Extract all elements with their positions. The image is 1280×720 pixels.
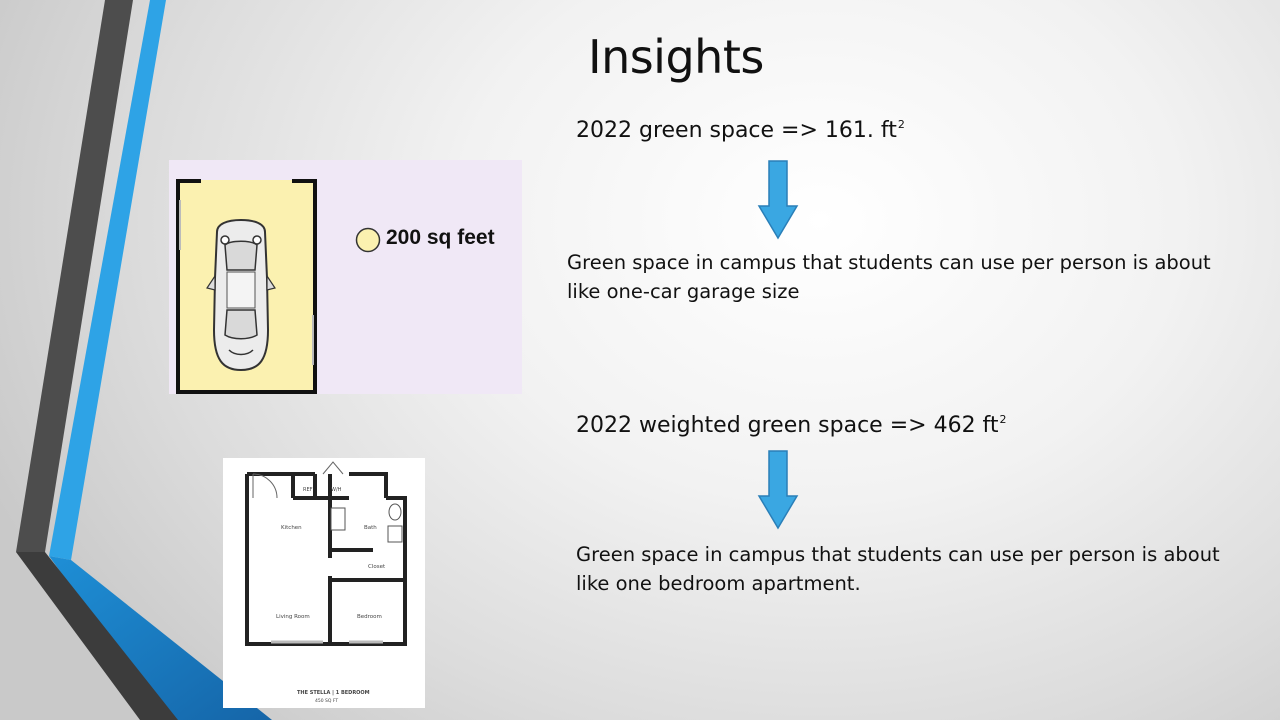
garage-drawing	[176, 179, 381, 394]
apartment-comparison-text: Green space in campus that students can …	[576, 543, 1220, 595]
garage-image	[169, 160, 522, 394]
decorative-stripes	[16, 0, 272, 720]
down-arrow-icon	[757, 450, 799, 530]
garage-comparison-text: Green space in campus that students can …	[567, 251, 1211, 303]
dark-stripe-top	[16, 0, 133, 552]
car-icon	[206, 218, 276, 372]
weighted-green-space-stat-superscript: 2	[999, 413, 1007, 426]
floorplan-label-living: Living Room	[276, 614, 310, 620]
slide-title: Insights	[588, 30, 764, 84]
floorplan-label-bedroom: Bedroom	[357, 614, 382, 620]
legend-swatch	[355, 227, 381, 253]
blue-stripe-top	[49, 0, 166, 560]
floorplan-label-kitchen: Kitchen	[281, 525, 302, 531]
floorplan-image: REF W/H Kitchen Bath Closet Living Room …	[223, 458, 425, 708]
garage-size-label: 200 sq feet	[386, 226, 495, 249]
garage-walls	[176, 179, 317, 394]
green-space-stat: 2022 green space => 161. ft2	[576, 118, 905, 143]
floorplan-area: 450 SQ FT	[315, 698, 338, 704]
weighted-green-space-stat: 2022 weighted green space => 462 ft2	[576, 413, 1007, 438]
floorplan-caption: THE STELLA | 1 BEDROOM	[297, 690, 370, 696]
floorplan-label-ref: REF	[303, 487, 313, 493]
floorplan-label-closet: Closet	[368, 564, 386, 570]
down-arrow-icon	[757, 160, 799, 240]
green-space-stat-superscript: 2	[897, 118, 905, 131]
dark-band-bottom	[16, 552, 178, 720]
floorplan-label-wh: W/H	[331, 487, 342, 493]
floorplan-label-bath: Bath	[364, 525, 377, 531]
green-space-stat-text: 2022 green space => 161. ft	[576, 118, 897, 143]
blue-band-bottom	[49, 556, 272, 720]
floorplan-drawing: REF W/H Kitchen Bath Closet Living Room …	[245, 461, 407, 704]
weighted-green-space-stat-text: 2022 weighted green space => 462 ft	[576, 413, 999, 438]
